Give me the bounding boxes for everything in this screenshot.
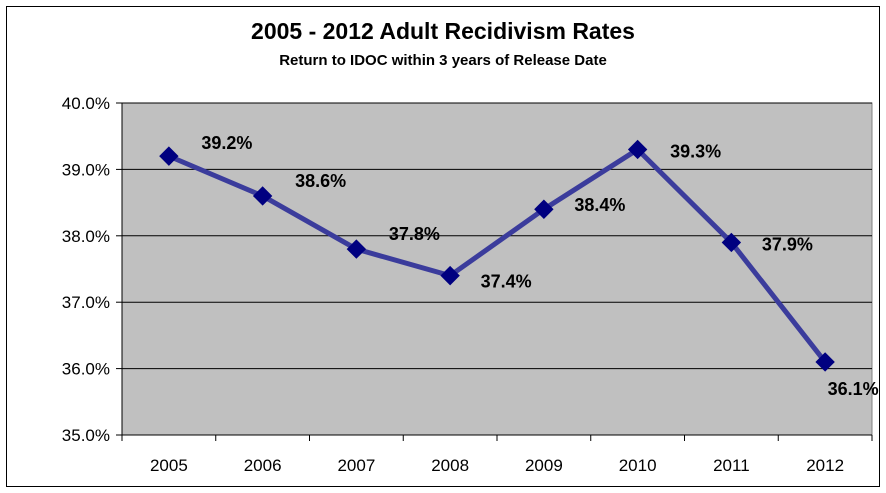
x-tick-label: 2008 [431,456,469,475]
data-label: 37.4% [481,272,532,292]
data-label: 37.8% [389,224,440,244]
x-tick-label: 2005 [150,456,188,475]
y-tick-label: 38.0% [62,227,110,246]
y-tick-label: 35.0% [62,426,110,445]
y-tick-label: 36.0% [62,360,110,379]
y-tick-label: 37.0% [62,293,110,312]
x-tick-label: 2009 [525,456,563,475]
data-label: 38.6% [295,171,346,191]
data-label: 37.9% [762,234,813,254]
data-label: 38.4% [574,195,625,215]
x-tick-label: 2010 [619,456,657,475]
x-tick-label: 2012 [806,456,844,475]
x-tick-label: 2007 [337,456,375,475]
x-tick-label: 2011 [713,456,750,475]
data-label: 36.1% [828,379,879,399]
x-tick-label: 2006 [244,456,282,475]
data-label: 39.3% [670,141,721,161]
y-tick-label: 40.0% [62,94,110,113]
data-label: 39.2% [201,133,252,153]
y-tick-label: 39.0% [62,160,110,179]
